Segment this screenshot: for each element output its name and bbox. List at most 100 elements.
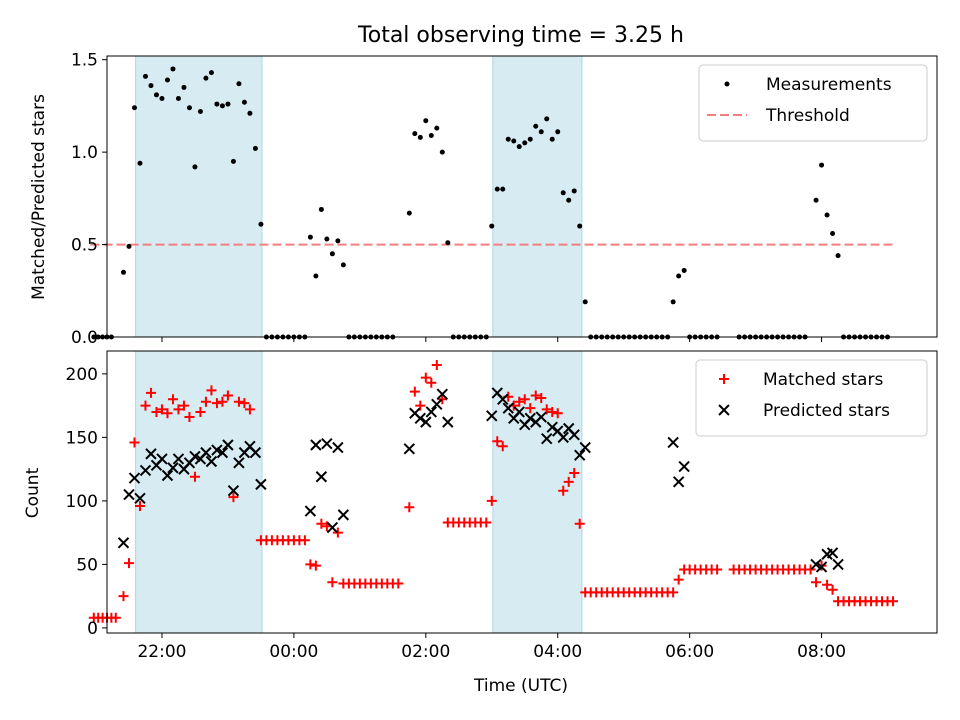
y-tick-label: 1.0 <box>71 143 98 163</box>
legend-label: Matched stars <box>763 370 883 390</box>
measurement-point <box>417 134 423 140</box>
matched-star-point <box>184 412 195 423</box>
measurement-point <box>544 116 550 122</box>
predicted-star-point <box>222 439 234 451</box>
shaded-interval <box>135 55 263 338</box>
matched-star-point <box>299 535 310 546</box>
predicted-star-point <box>579 441 591 454</box>
measurement-point <box>681 267 687 273</box>
predicted-star-point <box>524 412 536 425</box>
predicted-star-point <box>486 410 498 422</box>
matched-star-point <box>217 396 228 407</box>
matched-star-point <box>574 518 585 529</box>
legend-label: Predicted stars <box>763 401 890 421</box>
measurement-point <box>175 96 181 102</box>
predicted-star-point <box>431 398 443 411</box>
measurement-point <box>214 101 220 107</box>
predicted-star-point <box>425 406 438 418</box>
predicted-star-point <box>546 421 558 433</box>
predicted-star-point <box>321 438 333 450</box>
measurement-point <box>170 66 176 72</box>
predicted-star-point <box>513 406 525 418</box>
legend-marker <box>718 404 730 416</box>
predicted-star-point <box>403 443 416 455</box>
predicted-star-point <box>326 521 339 534</box>
x-tick-label: 02:00 <box>401 642 450 662</box>
matched-star-point <box>332 527 343 538</box>
matched-star-point <box>712 564 723 575</box>
measurement-point <box>423 118 429 124</box>
measurement-point <box>582 299 588 305</box>
predicted-star-point <box>815 561 828 573</box>
bottom-y-axis-label: Count <box>23 467 43 518</box>
x-tick-label: 22:00 <box>137 642 186 662</box>
matched-star-point <box>552 408 563 419</box>
matched-star-point <box>805 564 816 575</box>
measurement-point <box>813 197 819 203</box>
matched-star-point <box>156 404 167 415</box>
measurement-point <box>335 238 341 244</box>
predicted-star-point <box>315 471 328 483</box>
shaded-interval <box>492 55 583 338</box>
predicted-star-point <box>139 464 152 477</box>
measurement-point <box>505 136 511 142</box>
measurement-point <box>819 162 825 168</box>
matched-star-point <box>393 578 404 589</box>
plot-frame <box>106 350 938 634</box>
measurement-point <box>164 77 170 83</box>
predicted-star-point <box>123 488 135 501</box>
predicted-star-point <box>832 558 844 571</box>
predicted-star-point <box>128 472 141 484</box>
measurement-point <box>153 92 159 98</box>
matched-star-point <box>437 394 448 405</box>
measurement-point <box>439 149 445 155</box>
measurement-point <box>192 164 198 170</box>
measurement-point <box>126 243 132 249</box>
legend-marker <box>724 81 730 87</box>
legend-marker <box>719 374 729 384</box>
y-tick-label: 150 <box>66 428 98 448</box>
top-plot-area: 0.0 0.5 1.0 1.5 Measurements Threshold <box>71 51 938 348</box>
bottom-panel: 0 50 100 150 200 22:00 00:00 02:00 04:00 06:00 08:… <box>23 350 938 696</box>
measurement-point <box>186 105 192 111</box>
measurement-point <box>406 210 412 216</box>
matched-star-point <box>134 500 145 511</box>
measurement-point <box>824 212 830 218</box>
matched-star-point <box>327 577 338 588</box>
top-panel: Total observing time = 3.25 h 0.0 0.5 1.0 1… <box>29 23 938 348</box>
measurement-point <box>676 273 682 279</box>
predicted-star-point <box>205 455 218 468</box>
legend: Matched stars Predicted stars <box>695 359 928 437</box>
predicted-star-point <box>156 453 168 465</box>
predicted-star-point <box>535 411 547 423</box>
matched-star-point <box>239 398 250 409</box>
measurement-point <box>549 136 555 142</box>
measurement-point <box>434 125 440 131</box>
y-tick-label: 0.0 <box>71 328 98 348</box>
matched-star-point <box>145 387 156 398</box>
predicted-star-point <box>161 469 174 482</box>
matched-star-point <box>200 396 211 407</box>
measurement-point <box>219 103 225 109</box>
matched-star-point <box>228 492 239 503</box>
matched-star-point <box>189 471 200 482</box>
matched-star-point <box>481 517 492 528</box>
measurement-point <box>533 123 539 129</box>
legend: Measurements Threshold <box>698 64 928 142</box>
measurement-point <box>181 84 187 90</box>
measurement-point <box>258 221 264 227</box>
shaded-interval <box>492 350 583 634</box>
measurement-point <box>566 197 572 203</box>
top-y-axis-label: Matched/Predicted stars <box>29 94 49 300</box>
matched-star-point <box>310 560 321 571</box>
predicted-star-point <box>332 441 344 454</box>
y-tick-label: 0 <box>87 619 98 639</box>
legend-label: Measurements <box>766 75 892 95</box>
measurement-point <box>318 206 324 212</box>
matched-star-point <box>547 406 558 417</box>
predicted-star-point <box>436 388 449 400</box>
matched-star-point <box>167 394 178 405</box>
measurement-point <box>95 334 101 340</box>
predicted-star-point <box>304 505 317 517</box>
